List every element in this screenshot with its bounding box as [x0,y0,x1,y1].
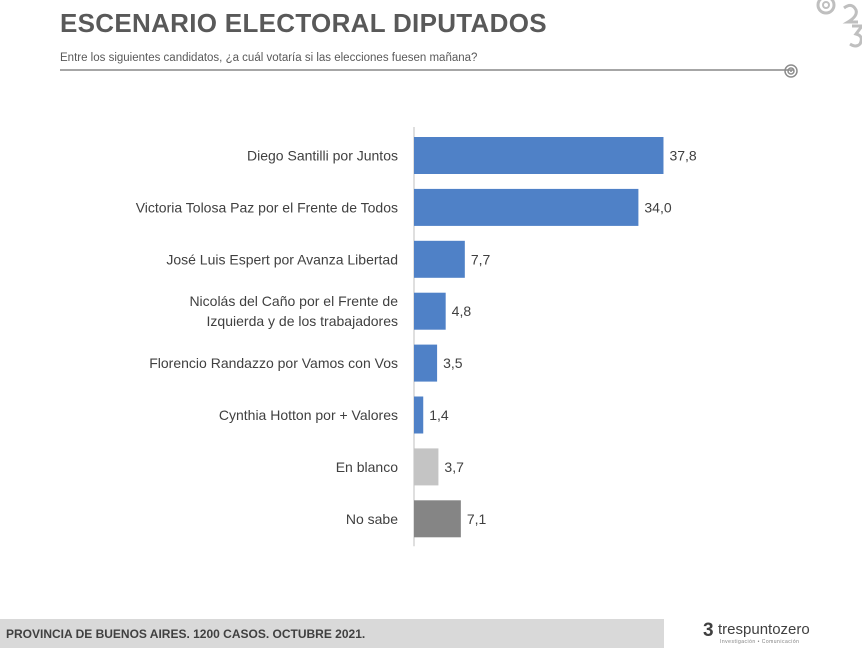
category-label: Cynthia Hotton por + Valores [219,407,398,423]
bar [414,137,664,174]
brand: 3 trespuntozero Investigación • Comunica… [703,618,833,648]
category-label: Diego Santilli por Juntos [247,148,398,164]
bar [414,188,639,226]
brand-mark-icon: 3 [703,620,714,641]
data-label: 3,5 [443,355,463,371]
category-label: Florencio Randazzo por Vamos con Vos [149,355,398,371]
category-label: Victoria Tolosa Paz por el Frente de Tod… [136,199,398,215]
category-label: Izquierda y de los trabajadores [207,313,398,329]
bar [414,396,424,434]
footer-note: PROVINCIA DE BUENOS AIRES. 1200 CASOS. O… [6,627,366,641]
bars: 37,8 Diego Santilli por Juntos 34,0 Victori… [136,137,697,538]
category-label: No sabe [346,511,398,527]
bar [414,500,461,538]
bar [414,344,438,382]
bar [414,292,446,330]
data-label: 37,8 [669,148,696,164]
brand-tagline: Investigación • Comunicación [720,639,800,645]
data-label: 4,8 [452,303,472,319]
data-label: 7,1 [467,511,487,527]
header-divider [60,69,794,71]
chart-subtitle: Entre los siguientes candidatos, ¿a cuál… [60,52,478,64]
chart-title: ESCENARIO ELECTORAL DIPUTADOS [60,8,547,38]
brand-name: trespuntozero [718,621,810,638]
data-label: 1,4 [429,407,449,423]
swirl-icon [784,64,798,78]
data-label: 7,7 [471,251,491,267]
data-label: 34,0 [644,199,671,215]
brand-logo-icon [816,0,862,48]
category-label: José Luis Espert por Avanza Libertad [166,251,398,267]
data-label: 3,7 [444,459,464,475]
bar-chart: 37,8 Diego Santilli por Juntos 34,0 Victori… [136,127,697,547]
bar [414,240,465,278]
category-label: En blanco [336,459,398,475]
category-label: Nicolás del Caño por el Frente de [189,293,398,309]
footer-band [0,619,664,648]
bar [414,448,439,486]
